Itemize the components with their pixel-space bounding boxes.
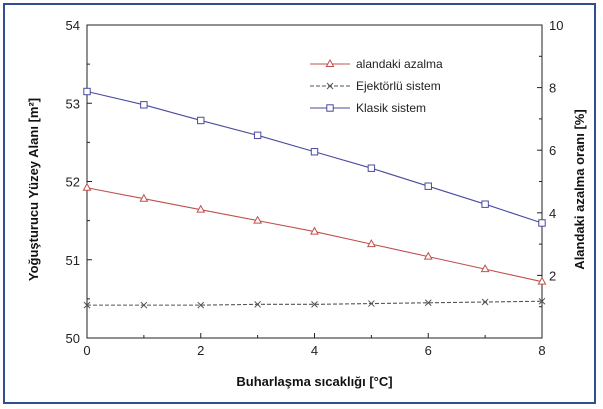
data-point-alandaki-azalma — [423, 251, 433, 260]
legend-label: Ejektörlü sistem — [356, 79, 441, 93]
y-left-tick-label: 54 — [66, 18, 80, 33]
x-tick-label: 6 — [425, 343, 432, 358]
data-point-klasik-sistem — [367, 164, 376, 172]
data-point-alandaki-azalma — [310, 226, 319, 235]
series-line-ejekt-rl-sistem — [87, 300, 543, 306]
figure-frame — [3, 3, 596, 404]
x-tick-label: 2 — [197, 343, 204, 358]
x-tick-label: 8 — [538, 343, 545, 358]
data-point-ejekt-rl-sistem — [254, 300, 261, 308]
data-point-alandaki-azalma — [82, 182, 92, 191]
data-point-ejekt-rl-sistem — [83, 301, 91, 309]
y-right-tick-label: 8 — [549, 81, 556, 96]
series-group — [82, 87, 547, 309]
y-axis-left-title: Yoğuşturucu Yüzey Alanı [m²] — [26, 98, 41, 281]
data-point-ejekt-rl-sistem — [140, 301, 148, 309]
data-point-klasik-sistem — [140, 101, 148, 109]
data-point-ejekt-rl-sistem — [311, 300, 318, 308]
y-left-tick-label: 52 — [66, 175, 80, 190]
data-point-klasik-sistem — [197, 116, 205, 125]
series-line-alandaki-azalma — [86, 187, 543, 283]
data-point-ejekt-rl-sistem — [368, 300, 375, 307]
legend-label: alandaki azalma — [356, 57, 443, 71]
series-line-klasik-sistem — [86, 90, 543, 224]
data-point-alandaki-azalma — [537, 276, 547, 285]
legend-marker — [325, 58, 335, 67]
data-point-alandaki-azalma — [253, 215, 263, 224]
y-left-tick-label: 51 — [66, 253, 80, 268]
data-point-klasik-sistem — [253, 131, 262, 140]
data-point-klasik-sistem — [83, 87, 91, 96]
y-right-tick-label: 6 — [549, 143, 556, 158]
legend-marker — [326, 104, 334, 112]
axis-ticks: 0 2 4 6 8 50 51 52 53 54 2 4 6 8 10 — [66, 18, 564, 358]
data-point-ejekt-rl-sistem — [424, 299, 432, 307]
plot-area — [86, 24, 543, 339]
legend-marker — [326, 82, 334, 90]
data-point-klasik-sistem — [538, 219, 546, 227]
data-point-ejekt-rl-sistem — [481, 298, 489, 306]
data-point-klasik-sistem — [481, 200, 489, 208]
data-point-alandaki-azalma — [196, 204, 206, 213]
y-left-tick-label: 53 — [66, 96, 80, 111]
x-axis-title: Buharlaşma sıcaklığı [°C] — [236, 374, 392, 389]
data-point-alandaki-azalma — [366, 239, 376, 248]
data-point-ejekt-rl-sistem — [538, 297, 546, 305]
data-point-ejekt-rl-sistem — [197, 301, 205, 309]
data-point-klasik-sistem — [424, 182, 432, 190]
legend: alandaki azalma Ejektörlü sistem Klasik si… — [310, 57, 443, 115]
y-right-tick-label: 4 — [549, 206, 556, 221]
data-point-alandaki-azalma — [480, 264, 490, 273]
data-point-alandaki-azalma — [139, 193, 149, 202]
y-right-tick-label: 10 — [549, 18, 563, 33]
x-tick-label: 4 — [311, 343, 318, 358]
y-left-tick-label: 50 — [66, 331, 80, 346]
data-point-klasik-sistem — [310, 148, 319, 156]
y-axis-right-title: Alandaki azalma oranı [%] — [572, 109, 587, 269]
x-tick-label: 0 — [83, 343, 90, 358]
y-right-tick-label: 2 — [549, 268, 556, 283]
legend-label: Klasik sistem — [356, 101, 426, 115]
